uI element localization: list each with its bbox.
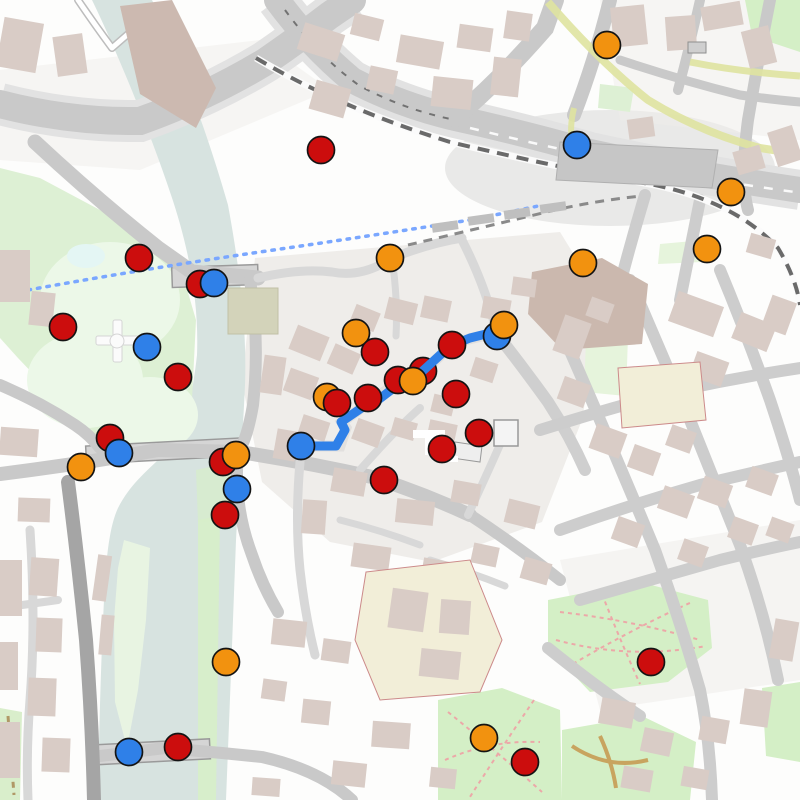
landmark-building-nw (120, 0, 216, 128)
marker-red[interactable] (369, 465, 399, 495)
marker-orange[interactable] (211, 647, 241, 677)
marker-blue[interactable] (114, 737, 144, 767)
rail-platforms (431, 201, 567, 233)
marker-orange[interactable] (568, 248, 598, 278)
marker-red[interactable] (322, 388, 352, 418)
marker-red[interactable] (210, 500, 240, 530)
marker-orange[interactable] (375, 243, 405, 273)
marker-blue[interactable] (199, 268, 229, 298)
castle-outline-building (493, 419, 519, 447)
marker-red[interactable] (636, 647, 666, 677)
station-building (555, 141, 719, 189)
marker-orange[interactable] (592, 30, 622, 60)
marker-orange[interactable] (398, 366, 428, 396)
marker-red[interactable] (353, 383, 383, 413)
marker-blue[interactable] (222, 474, 252, 504)
marker-orange[interactable] (692, 234, 722, 264)
marker-blue[interactable] (104, 438, 134, 468)
marker-orange[interactable] (341, 318, 371, 348)
marker-orange[interactable] (469, 723, 499, 753)
marker-blue[interactable] (286, 431, 316, 461)
route-line[interactable] (296, 328, 503, 451)
river (92, 0, 246, 800)
marker-orange[interactable] (66, 452, 96, 482)
route-layer (296, 328, 503, 451)
landmark-building-center (528, 258, 648, 350)
cream-campus (354, 559, 503, 701)
marker-red[interactable] (360, 337, 390, 367)
pond (67, 244, 105, 268)
marker-orange[interactable] (489, 310, 519, 340)
parking-area (227, 287, 279, 335)
marker-red[interactable] (464, 418, 494, 448)
marker-red[interactable] (427, 434, 457, 464)
marker-orange[interactable] (716, 177, 746, 207)
markers-layer (48, 30, 746, 777)
marker-red[interactable] (437, 330, 467, 360)
marker-red[interactable] (163, 362, 193, 392)
marker-red[interactable] (48, 312, 78, 342)
river-island (114, 540, 150, 748)
cream-building-east (617, 361, 707, 429)
marker-red[interactable] (306, 135, 336, 165)
marker-blue[interactable] (562, 130, 592, 160)
marker-red[interactable] (124, 243, 154, 273)
marker-red[interactable] (441, 379, 471, 409)
marker-orange[interactable] (221, 440, 251, 470)
park-monument (95, 319, 141, 363)
marker-blue[interactable] (132, 332, 162, 362)
tan-paths (570, 735, 649, 789)
marker-red[interactable] (163, 732, 193, 762)
marker-red[interactable] (510, 747, 540, 777)
